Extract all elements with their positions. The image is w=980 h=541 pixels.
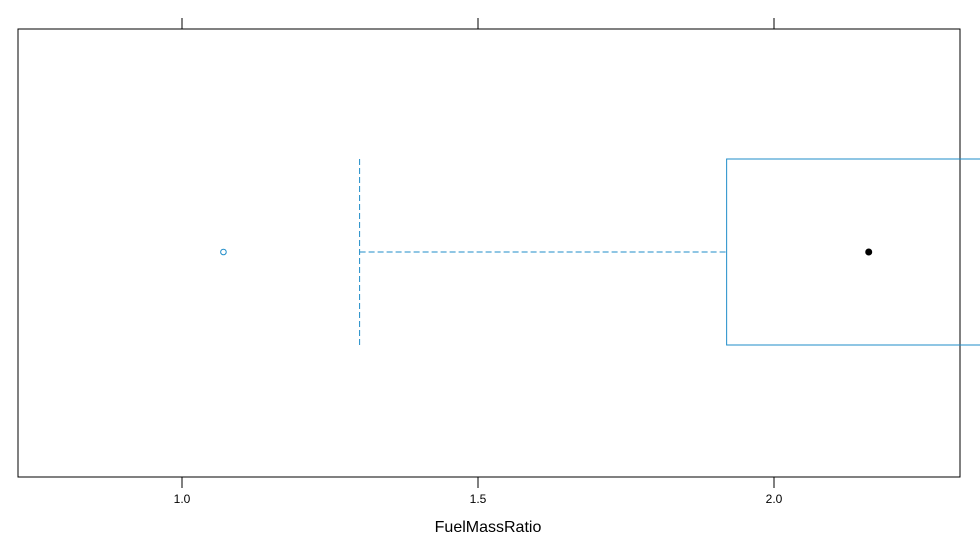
median-dot: [865, 248, 873, 256]
bottom-axis-ticks: [181, 477, 775, 488]
x-axis-title: FuelMassRatio: [435, 519, 542, 536]
tick-label: 1.5: [470, 492, 487, 506]
outlier-point: [220, 248, 227, 256]
plot-frame: [17, 28, 961, 478]
tick-label: 2.0: [766, 492, 783, 506]
box-and-whisker: [359, 158, 980, 346]
outlier-points: [220, 248, 227, 256]
tick-label: 1.0: [174, 492, 191, 506]
x-axis-tick-labels: 1.01.52.02.53.03.5: [174, 492, 783, 506]
top-axis-ticks: [181, 18, 775, 29]
iqr-box: [726, 158, 980, 346]
